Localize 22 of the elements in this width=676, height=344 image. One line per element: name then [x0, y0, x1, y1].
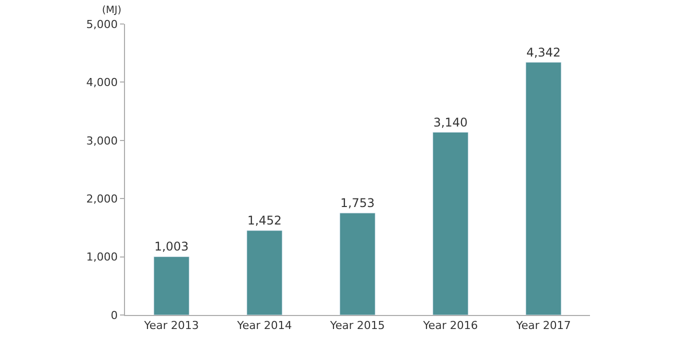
- y-axis-title: (MJ): [102, 5, 122, 16]
- bar: [246, 230, 282, 315]
- bar: [526, 62, 562, 315]
- data-label: 3,140: [433, 115, 468, 130]
- bar: [154, 256, 190, 315]
- data-label: 1,003: [154, 240, 189, 254]
- y-tick-label: 0: [110, 308, 118, 322]
- y-tick-label: 4,000: [86, 76, 118, 90]
- x-tick-label: Year 2013: [143, 319, 199, 332]
- x-tick-label: Year 2014: [236, 319, 292, 332]
- y-tick-label: 5,000: [86, 18, 118, 31]
- x-tick-label: Year 2015: [329, 319, 385, 332]
- x-tick-label: Year 2016: [422, 319, 478, 332]
- data-label: 1,753: [340, 196, 375, 210]
- y-tick-label: 2,000: [86, 192, 118, 206]
- x-tick-label: Year 2017: [515, 319, 571, 332]
- bar: [340, 212, 376, 315]
- bar: [432, 132, 468, 315]
- y-tick-label: 3,000: [86, 134, 118, 148]
- data-label: 4,342: [526, 45, 561, 60]
- y-tick-label: 1,000: [86, 250, 118, 264]
- data-label: 1,452: [247, 213, 282, 228]
